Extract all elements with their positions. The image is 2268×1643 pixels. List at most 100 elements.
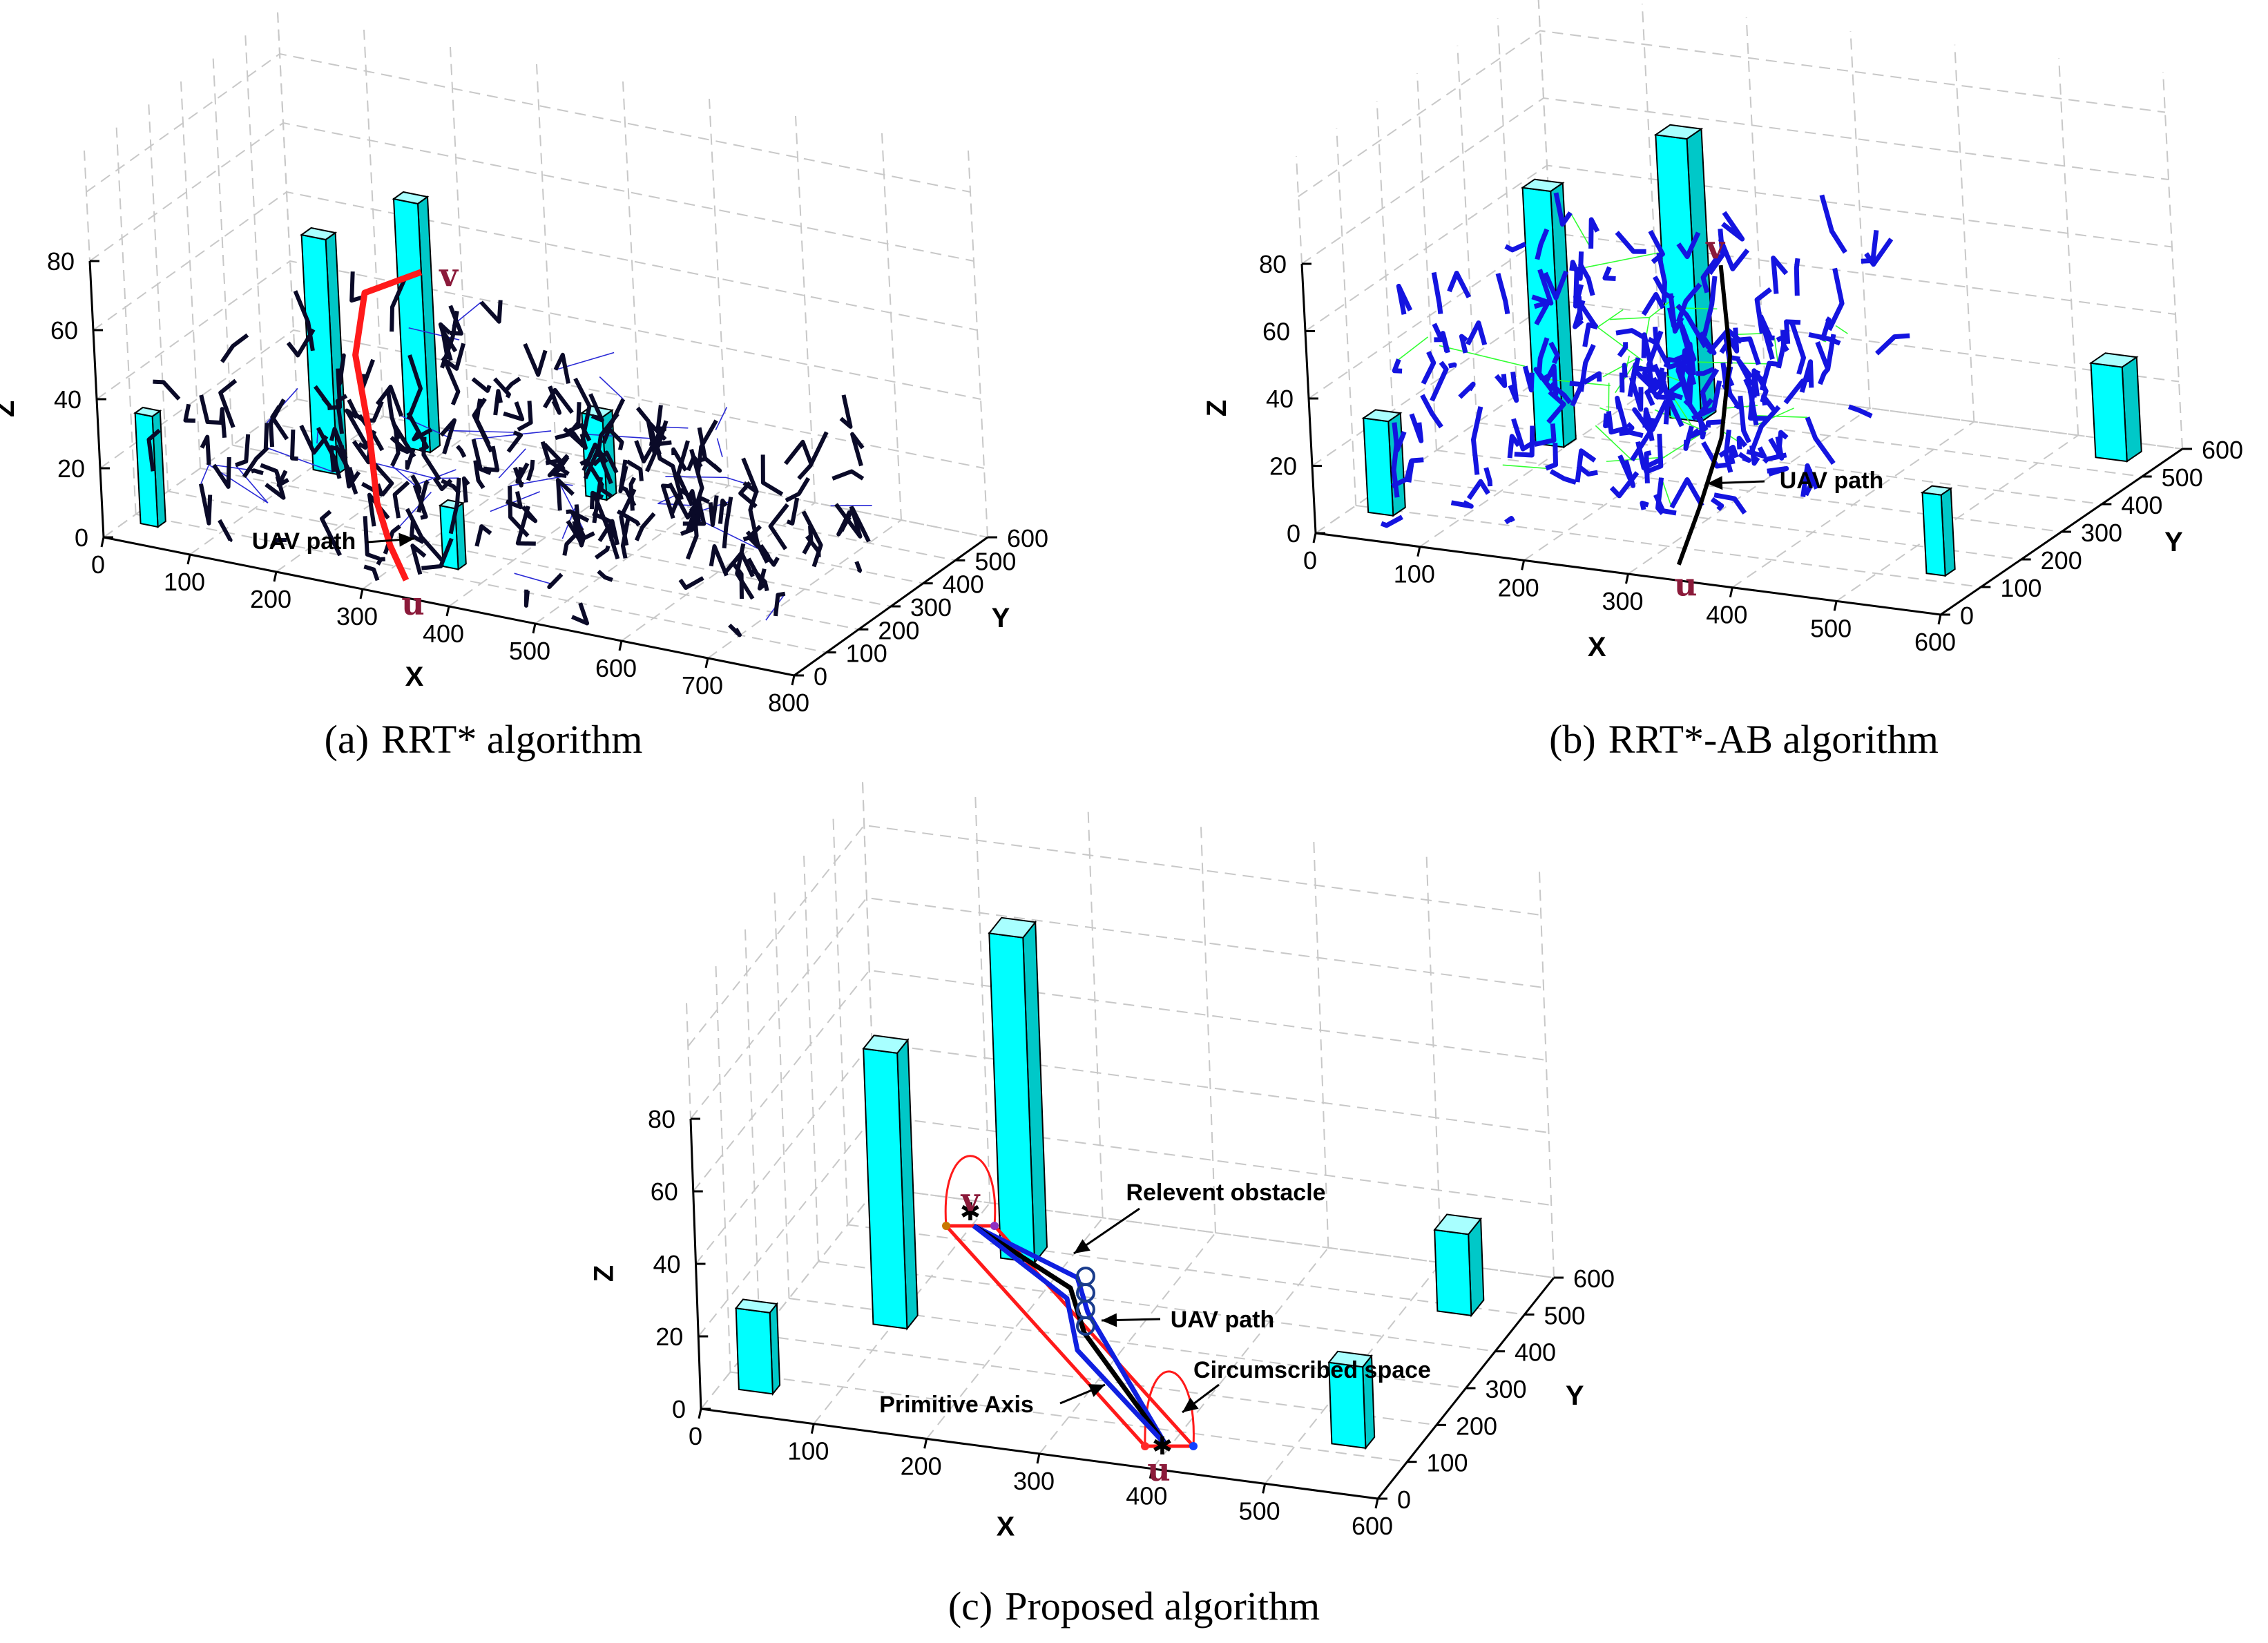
x-tick-label: 800	[768, 689, 809, 717]
tree-branch	[618, 459, 628, 494]
tree-branch	[553, 352, 570, 384]
tree-edge	[1599, 407, 1609, 412]
tree-branch	[760, 454, 784, 497]
start-marker: u	[1674, 566, 1697, 604]
tree-branch	[1495, 374, 1508, 388]
tree-branch	[523, 589, 530, 608]
tree-branch	[1691, 380, 1722, 421]
tree-branch	[1710, 497, 1724, 512]
grid-line	[450, 46, 470, 434]
tree-branch	[293, 290, 315, 352]
tree-branch	[1553, 192, 1573, 227]
tree-branch	[218, 407, 227, 439]
x-tick-label: 300	[336, 602, 378, 631]
grid-line	[536, 64, 557, 452]
tree-edge	[399, 492, 432, 527]
tree-branch	[1758, 314, 1775, 340]
grid-line	[759, 1334, 1437, 1426]
tree-branch	[410, 544, 427, 575]
tree-edge	[715, 407, 728, 431]
obstacle-1	[734, 1298, 781, 1396]
grid-line	[277, 12, 298, 400]
tree-branch	[200, 434, 211, 465]
tree-branch	[660, 483, 675, 519]
tree-branch	[1767, 466, 1789, 477]
z-axis-label: Z	[0, 401, 20, 417]
tree-branch	[1430, 361, 1449, 402]
arrow-uav-path	[1101, 1313, 1161, 1327]
tree-branch	[1702, 276, 1718, 337]
tree-branch	[515, 506, 536, 546]
tree-branch	[1540, 369, 1557, 381]
tree-branch	[547, 573, 564, 589]
tree-branch	[708, 495, 719, 527]
tree-branch	[1622, 363, 1628, 378]
tree-branch	[405, 448, 416, 470]
tree-branch	[801, 510, 823, 568]
arrow-head	[1182, 1397, 1199, 1412]
y-axis-label: Y	[1566, 1381, 1584, 1411]
y-tick-label: 400	[2121, 491, 2162, 519]
tree-branch	[523, 343, 548, 377]
grid-line	[1305, 164, 2173, 332]
tree-branch	[566, 504, 583, 543]
node-point	[1189, 1442, 1198, 1450]
grid-line	[709, 98, 729, 486]
tree-branch	[416, 479, 430, 513]
grid-line	[715, 965, 731, 1372]
tree-branch	[722, 550, 755, 578]
tree-edge	[698, 519, 765, 553]
tree-branch	[299, 424, 329, 455]
tree-branch	[1827, 267, 1845, 332]
tree-branch	[682, 500, 707, 526]
tree-branch	[1789, 320, 1806, 375]
tree-edge	[599, 376, 624, 400]
obstacle-top	[1327, 1350, 1373, 1368]
x-tick-label: 700	[682, 671, 723, 700]
tree-branch	[1847, 404, 1873, 419]
z-tick-label: 20	[655, 1323, 683, 1351]
tree-branch	[1659, 375, 1684, 401]
annotation-primitive-axis: Primitive Axis	[879, 1392, 1034, 1418]
grid-line	[180, 81, 201, 469]
grid-line	[1477, 422, 2102, 505]
tree-branch	[335, 394, 348, 434]
tree-edge	[726, 477, 744, 484]
tree-branch	[1447, 271, 1472, 298]
tree-branch	[526, 459, 535, 481]
tree-branch	[1640, 501, 1649, 510]
tree-branch	[512, 467, 524, 488]
x-tick-label: 400	[1126, 1482, 1167, 1510]
tree-branch	[1396, 283, 1413, 315]
tree-branch	[834, 503, 863, 539]
node-point	[990, 1222, 999, 1230]
caption-c: (c) Proposed algorithm	[948, 1584, 1320, 1628]
annotation-arrow	[1707, 476, 1765, 490]
uav-path	[972, 1224, 1168, 1447]
x-tick	[186, 554, 191, 565]
tree-branch	[1815, 334, 1836, 372]
tree-branch	[645, 420, 669, 472]
tree-branch	[1531, 269, 1554, 306]
obstacle-front	[1434, 1229, 1472, 1317]
tree-edge	[1570, 212, 1591, 248]
grid-line	[803, 855, 819, 1262]
tree-branch	[667, 482, 694, 520]
tree-branch	[702, 456, 722, 473]
tree-branch	[747, 557, 764, 583]
tree-branch	[1459, 334, 1468, 354]
arrow-head	[1707, 476, 1723, 490]
tree-branch	[1771, 256, 1789, 294]
panel-b: 0 100 200 300 400 500 600010020030040050060002…	[1202, 0, 2243, 662]
tree-branch	[472, 397, 494, 453]
goal-marker: v	[439, 256, 459, 294]
tree-branch	[515, 462, 530, 484]
grid-line	[1539, 871, 1555, 1278]
tree-branch	[276, 470, 289, 488]
tree-branch	[1619, 430, 1644, 439]
grid-line	[1301, 97, 2169, 265]
grid-c	[686, 781, 1555, 1499]
x-tick	[618, 640, 623, 651]
tree-branch	[503, 376, 521, 394]
tree-branch	[493, 389, 503, 416]
